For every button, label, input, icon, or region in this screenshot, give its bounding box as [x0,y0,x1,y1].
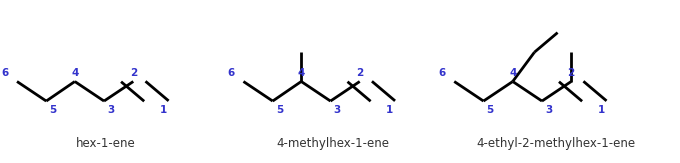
Text: 2: 2 [356,67,363,78]
Text: 6: 6 [439,67,445,78]
Text: 4: 4 [71,67,78,78]
Text: 6: 6 [1,67,8,78]
Text: 1: 1 [160,105,167,115]
Text: 5: 5 [50,105,56,115]
Text: hex-1-ene: hex-1-ene [75,137,135,150]
Text: 3: 3 [107,105,114,115]
Text: 5: 5 [276,105,283,115]
Text: 2: 2 [568,67,575,78]
Text: 4-ethyl-2-methylhex-1-ene: 4-ethyl-2-methylhex-1-ene [477,137,636,150]
Text: 1: 1 [386,105,393,115]
Text: 3: 3 [334,105,341,115]
Text: 5: 5 [487,105,494,115]
Text: 4: 4 [298,67,305,78]
Text: 3: 3 [545,105,552,115]
Text: 6: 6 [228,67,235,78]
Text: 2: 2 [130,67,137,78]
Text: 4-methylhex-1-ene: 4-methylhex-1-ene [277,137,390,150]
Text: 4: 4 [509,67,516,78]
Text: 1: 1 [598,105,605,115]
